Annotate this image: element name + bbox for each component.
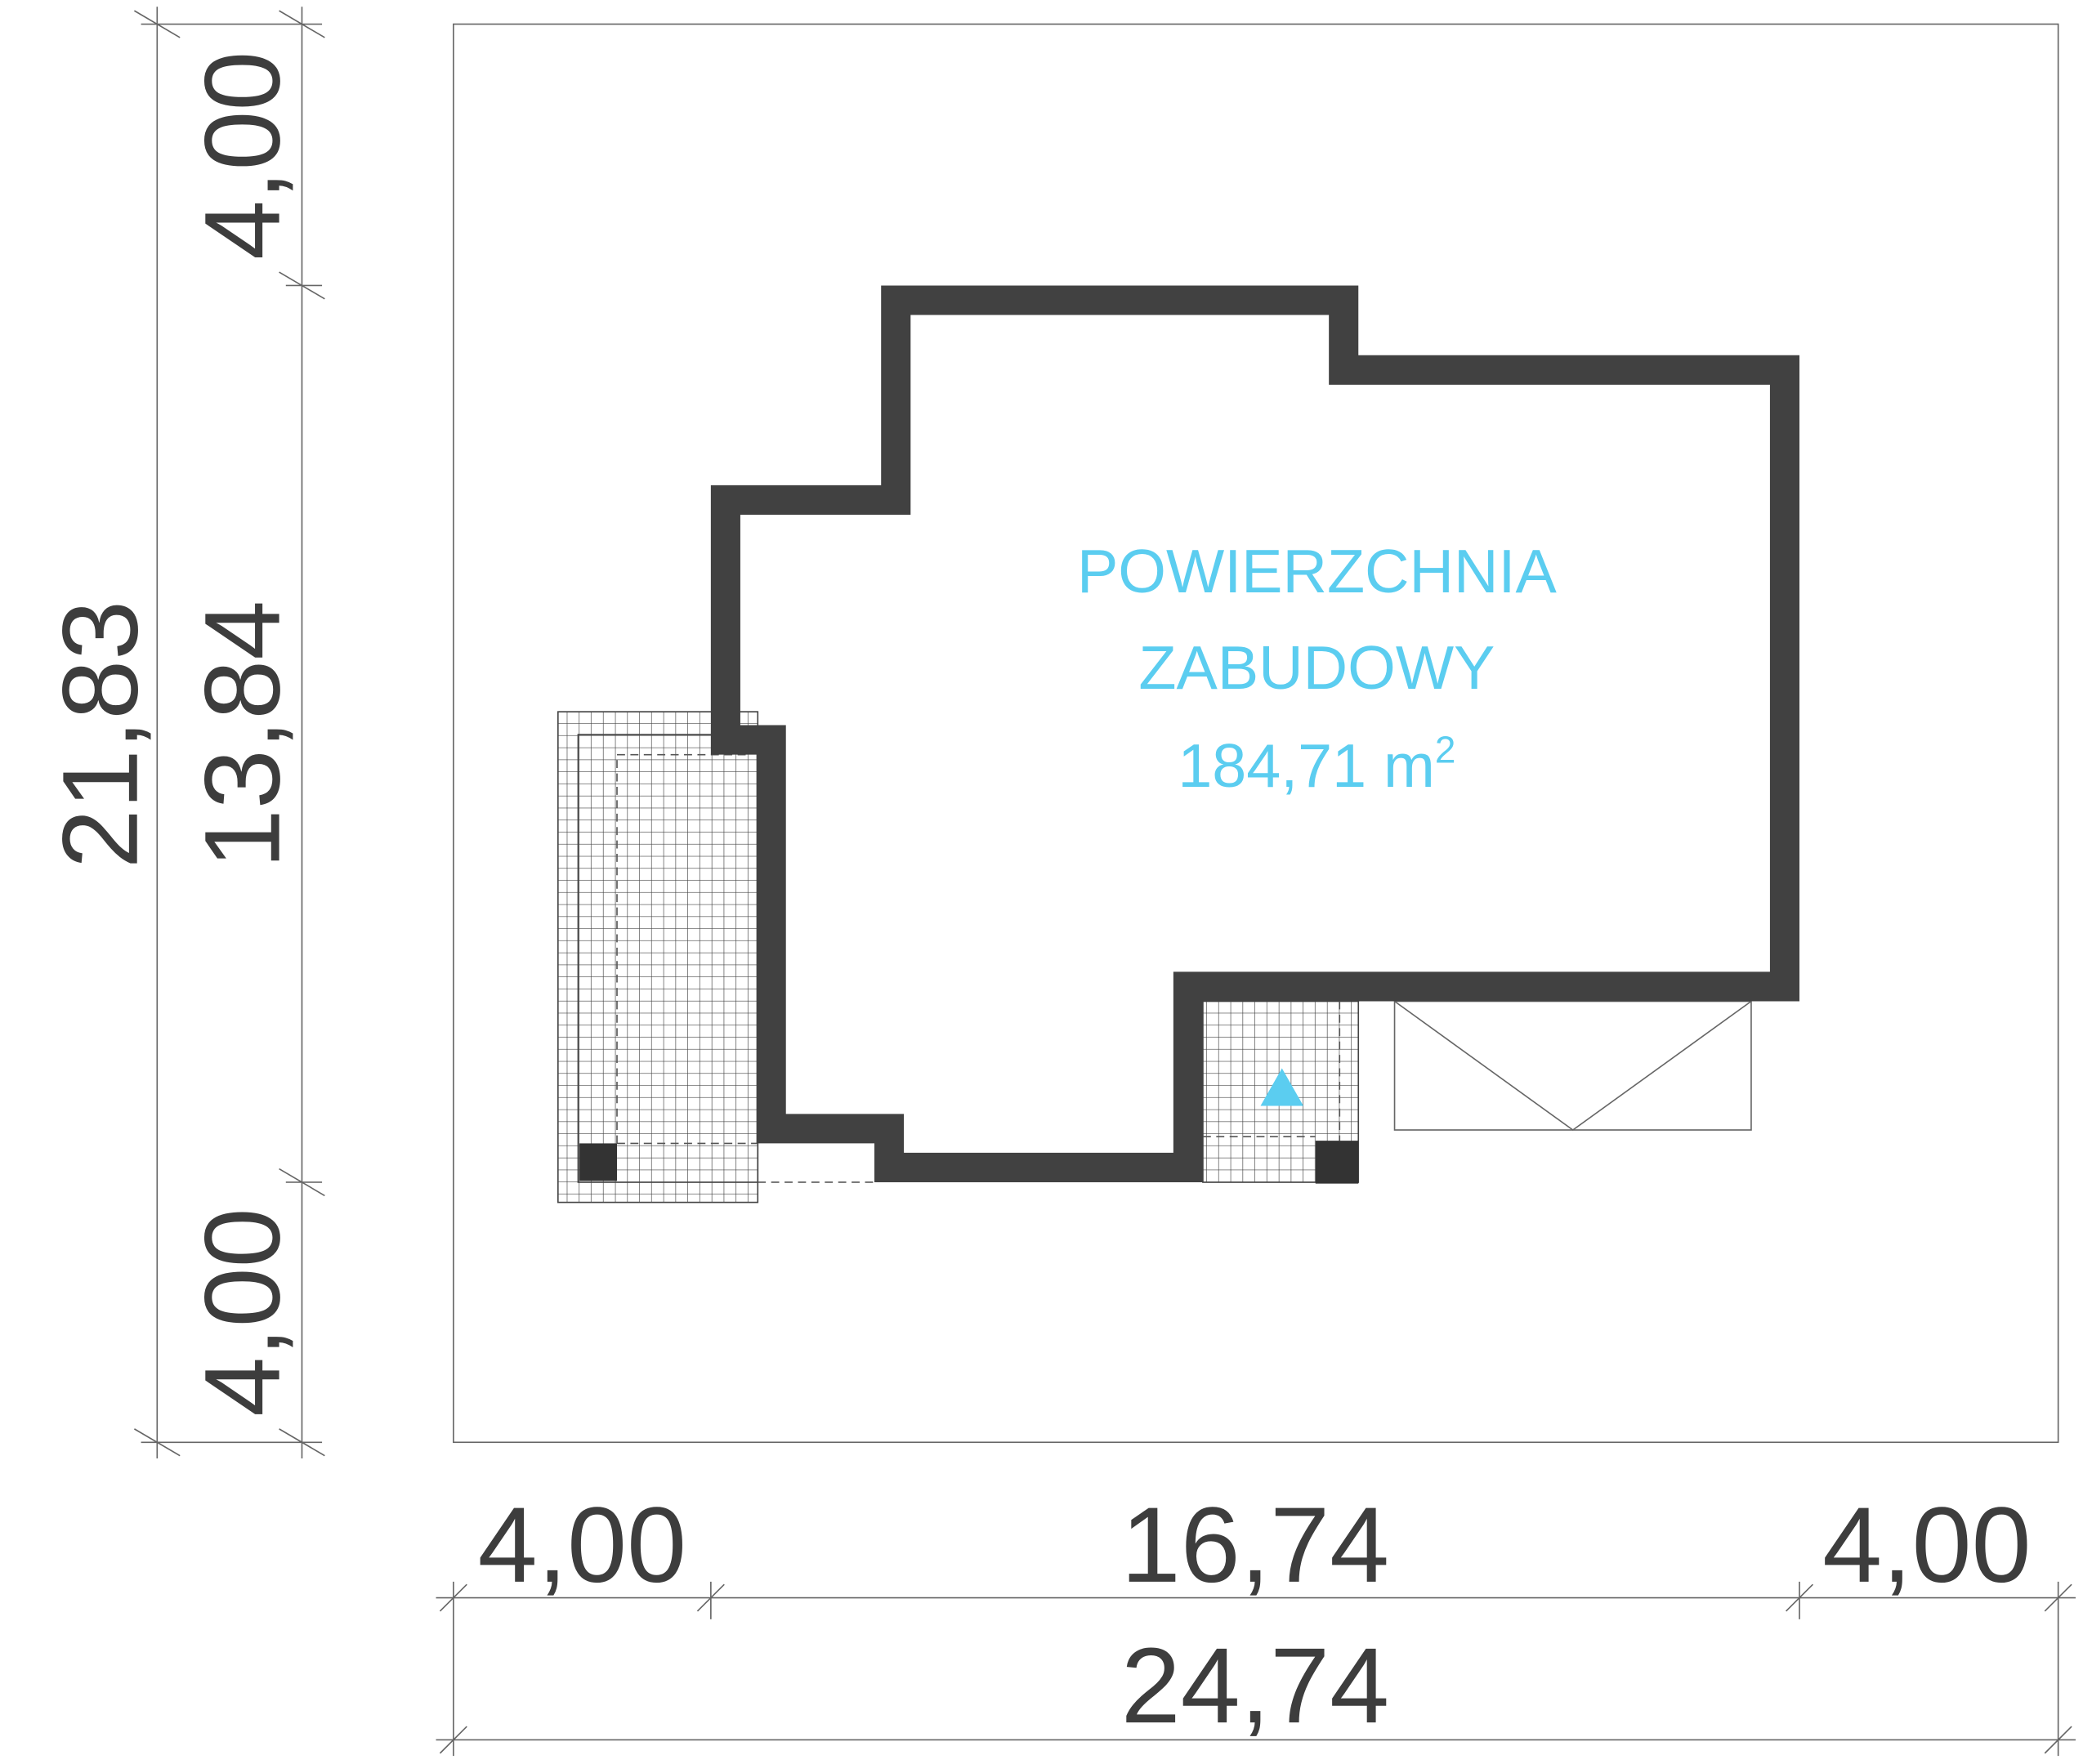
area-title: ZABUDOWY <box>1138 633 1495 702</box>
dimension-label: 13,84 <box>182 601 302 869</box>
horizontal-dimensions <box>436 1581 2076 1757</box>
vertical-dimensions <box>133 7 325 1458</box>
dimension-label: 24,74 <box>1121 1625 1389 1745</box>
column <box>1315 1141 1359 1184</box>
dimension-label: 4,00 <box>182 1208 302 1416</box>
area-number: 184,71 m <box>1178 731 1435 800</box>
entrance-marker <box>1260 1068 1303 1106</box>
carport <box>1393 1000 1752 1132</box>
area-value: 184,71 m2 <box>1178 728 1455 800</box>
dimension-label: 4,00 <box>478 1485 686 1605</box>
dimension-label: 21,83 <box>40 601 160 869</box>
dimension-label: 4,00 <box>182 51 302 260</box>
terrace <box>557 711 759 1204</box>
column <box>579 1143 618 1181</box>
area-title: POWIERZCHNIA <box>1077 537 1558 605</box>
area-exponent: 2 <box>1435 728 1456 770</box>
dashed-lines <box>616 753 1341 1183</box>
dimension-label: 16,74 <box>1121 1485 1389 1605</box>
dimension-label: 4,00 <box>1822 1485 2031 1605</box>
building-outline <box>710 285 1800 1182</box>
plot-boundary <box>453 23 2059 1444</box>
